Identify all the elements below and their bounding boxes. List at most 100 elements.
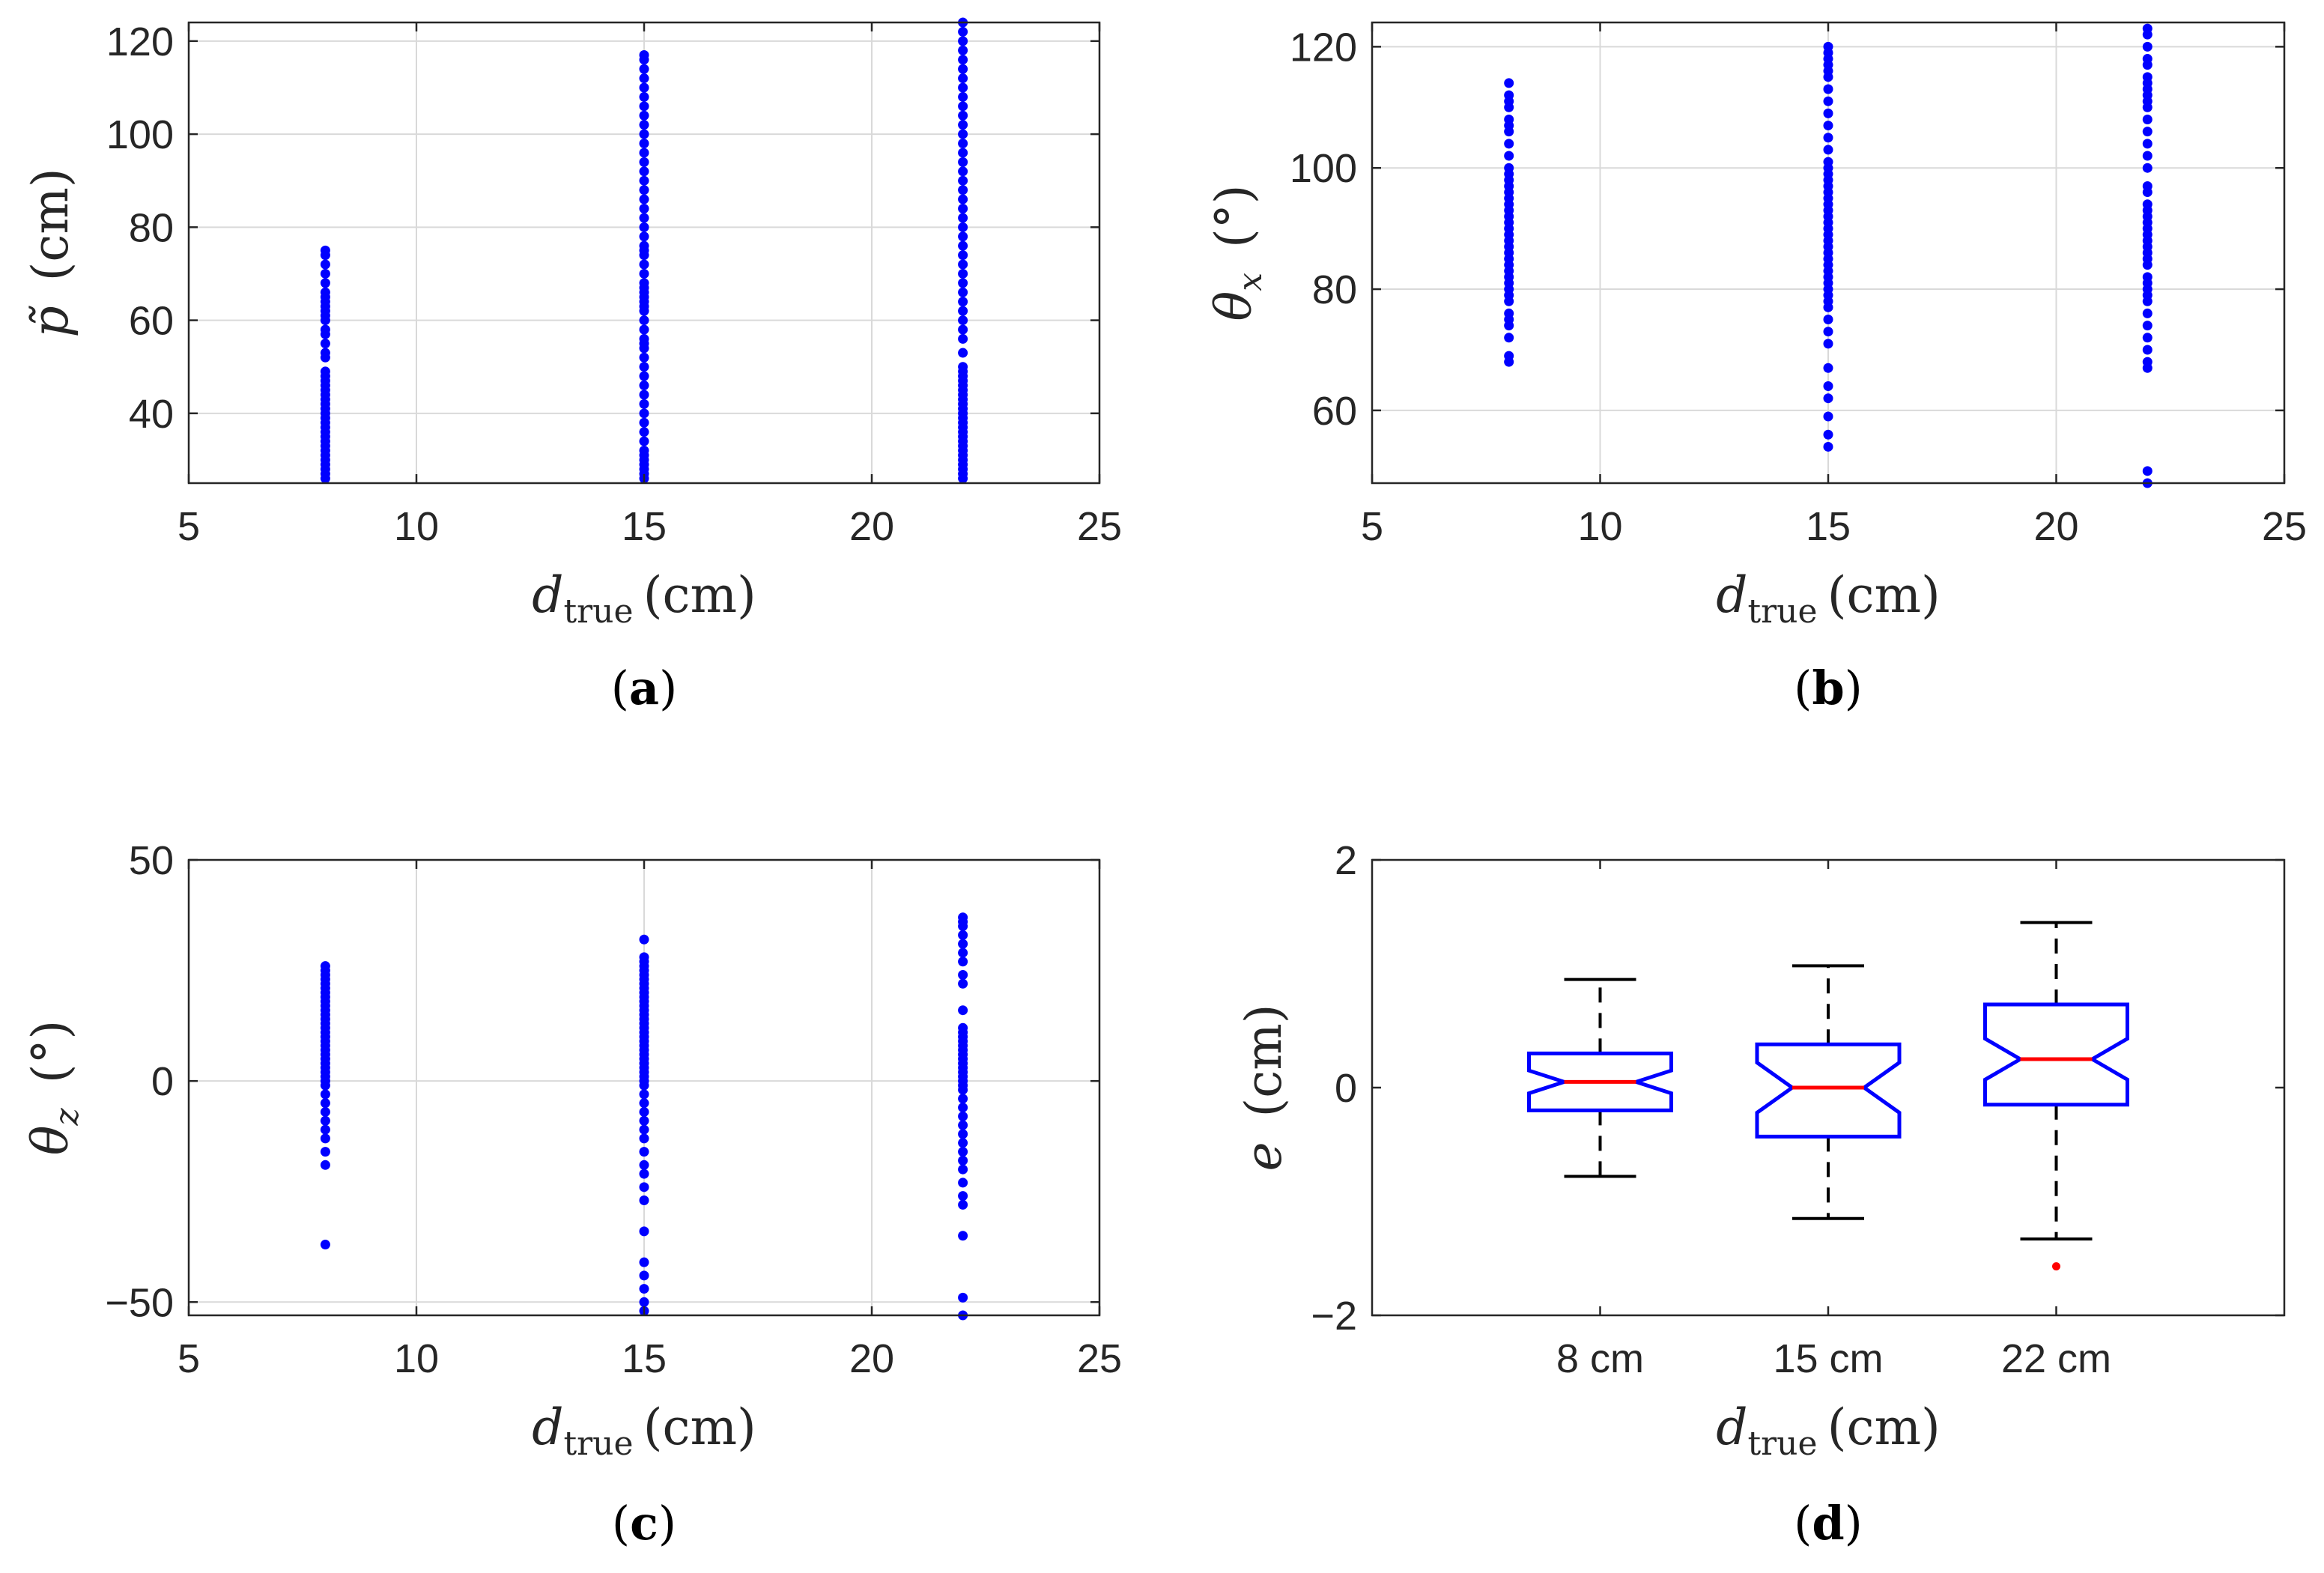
data-point [639, 390, 649, 400]
data-point [958, 259, 968, 270]
x-tick-label: 5 [178, 504, 200, 549]
x-axis-label: dtrue (cm) [1716, 1398, 1941, 1463]
data-point [1504, 308, 1514, 318]
data-point [639, 120, 649, 130]
y-tick-label: 120 [1290, 25, 1357, 70]
data-point [1823, 84, 1833, 94]
data-point [639, 352, 649, 363]
y-tick-label: 2 [1335, 838, 1357, 883]
data-point [320, 1160, 330, 1170]
data-point [958, 268, 968, 279]
data-point [2142, 199, 2152, 210]
data-point [639, 417, 649, 428]
data-point [958, 306, 968, 316]
data-point [320, 348, 330, 358]
y-tick-label: 60 [129, 299, 174, 344]
y-tick-label: 50 [129, 838, 174, 883]
data-point [958, 957, 968, 967]
data-point [958, 315, 968, 326]
data-point [958, 231, 968, 242]
x-axis-label: dtrue (cm) [532, 1398, 756, 1463]
y-tick-label: 80 [129, 205, 174, 250]
data-point [320, 278, 330, 288]
data-point [958, 1111, 968, 1121]
data-point [958, 250, 968, 261]
data-point [639, 1297, 649, 1307]
data-point [320, 1124, 330, 1135]
data-point [320, 1240, 330, 1250]
data-point [320, 287, 330, 297]
x-axis-label: dtrue (cm) [1716, 566, 1941, 631]
data-point [958, 139, 968, 149]
data-point [958, 1138, 968, 1148]
data-point [2142, 72, 2152, 82]
data-point [639, 408, 649, 419]
data-point [1823, 381, 1833, 392]
data-point [320, 961, 330, 972]
data-point [1504, 139, 1514, 149]
data-point [639, 110, 649, 121]
y-axis-label: e (cm) [1235, 1004, 1293, 1171]
y-tick-label: 40 [129, 392, 174, 437]
data-point [1504, 78, 1514, 88]
data-point [2142, 139, 2152, 149]
data-point [639, 101, 649, 112]
data-point [639, 1098, 649, 1109]
x-tick-label: 10 [1577, 504, 1622, 549]
data-point [2142, 181, 2152, 191]
data-point [639, 157, 649, 167]
data-point [639, 278, 649, 288]
data-point [2142, 333, 2152, 343]
data-point [958, 157, 968, 167]
data-point [639, 436, 649, 446]
y-tick-label: 100 [106, 112, 174, 157]
x-tick-label: 15 [622, 1336, 667, 1381]
data-point [958, 1178, 968, 1188]
data-point [320, 1106, 330, 1117]
data-point [320, 1089, 330, 1100]
data-point [958, 348, 968, 358]
x-tick-label: 20 [2033, 504, 2078, 549]
data-point [958, 120, 968, 130]
data-point [639, 446, 649, 456]
data-point [2142, 127, 2152, 137]
data-point [958, 45, 968, 55]
y-tick-label: −2 [1311, 1294, 1357, 1339]
x-tick-label: 20 [849, 1336, 894, 1381]
data-point [639, 259, 649, 270]
panel-label: (b) [1794, 661, 1863, 715]
data-point [1823, 157, 1833, 167]
data-point [639, 1160, 649, 1170]
x-tick-label: 25 [1077, 1336, 1122, 1381]
data-point [958, 73, 968, 84]
data-point [639, 427, 649, 437]
x-category-label: 15 cm [1773, 1336, 1883, 1381]
data-point [1823, 108, 1833, 118]
data-point [639, 231, 649, 242]
data-point [958, 1103, 968, 1113]
data-point [639, 82, 649, 93]
data-point [958, 1129, 968, 1139]
data-point [958, 278, 968, 288]
data-point [958, 930, 968, 940]
notched-box [1983, 1002, 2129, 1107]
data-point [639, 148, 649, 158]
x-category-label: 22 cm [2001, 1336, 2111, 1381]
data-point [639, 139, 649, 149]
data-point [1823, 315, 1833, 325]
data-point [2142, 54, 2152, 64]
data-point [320, 366, 330, 377]
data-point [639, 1195, 649, 1206]
data-point [958, 362, 968, 372]
data-point [958, 101, 968, 112]
y-tick-label: 0 [151, 1059, 174, 1104]
data-point [639, 1169, 649, 1179]
data-point [958, 939, 968, 949]
data-point [639, 73, 649, 84]
data-point [639, 333, 649, 344]
x-axis-label: dtrue (cm) [532, 566, 756, 631]
data-point [639, 315, 649, 326]
x-tick-label: 25 [2262, 504, 2307, 549]
y-axis-label: θz (°) [22, 1020, 86, 1155]
panel-label: (d) [1794, 1496, 1863, 1551]
